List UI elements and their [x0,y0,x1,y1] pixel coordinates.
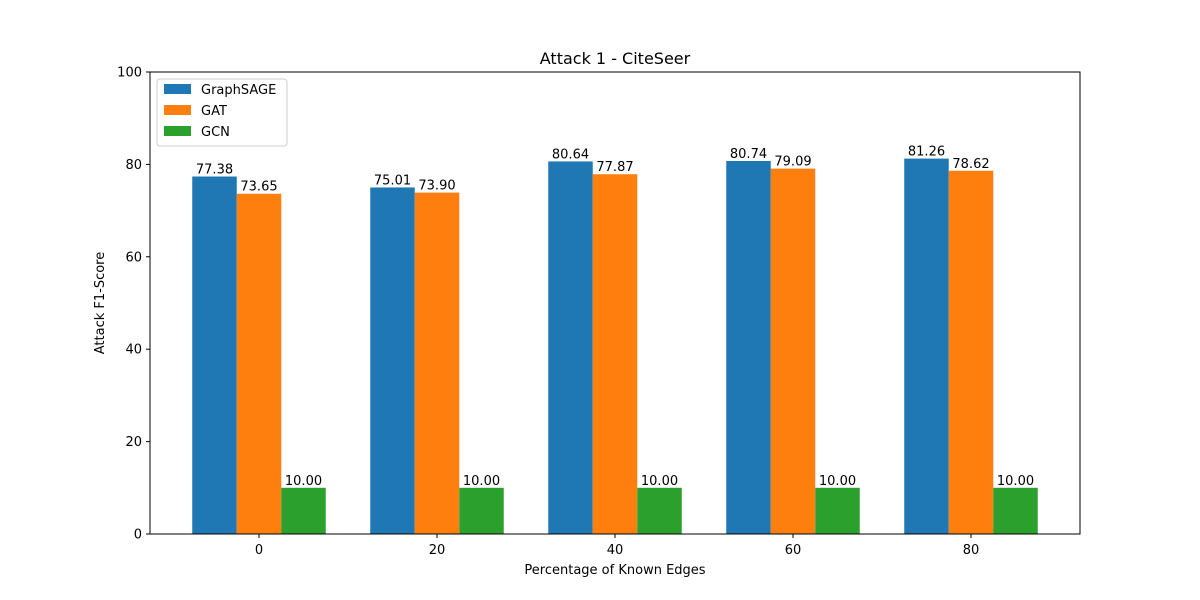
data-label-gcn-80: 10.00 [997,474,1034,489]
bar-gat-40 [592,174,638,534]
y-tick-label: 0 [134,528,142,543]
legend-swatch-gcn [164,126,191,136]
data-label-gat-0: 73.65 [240,180,277,195]
data-label-gat-60: 79.09 [774,155,811,170]
data-label-gcn-40: 10.00 [641,474,678,489]
data-label-graphsage-80: 81.26 [908,145,945,160]
legend: GraphSAGE GAT GCN [156,78,288,147]
bar-graphsage-0 [192,176,237,534]
x-axis-label: Percentage of Known Edges [524,563,705,578]
bar-graphsage-80 [904,158,949,534]
bar-graphsage-60 [726,160,771,534]
bar-gat-80 [948,170,994,534]
data-label-gcn-0: 10.00 [285,474,322,489]
data-label-graphsage-60: 80.74 [730,147,767,162]
data-label-graphsage-40: 80.64 [552,147,589,162]
bar-gat-0 [236,193,282,534]
bar-graphsage-20 [370,187,415,534]
data-label-gat-20: 73.90 [418,179,455,194]
data-label-gcn-20: 10.00 [463,474,500,489]
data-label-gat-40: 77.87 [596,160,633,175]
chart-title: Attack 1 - CiteSeer [540,49,691,68]
y-tick-label: 80 [125,158,142,173]
bar-gat-20 [414,192,460,534]
bar-gcn-80 [993,487,1038,534]
bar-gcn-0 [281,487,326,534]
bar-gat-60 [770,168,816,535]
bars-layer [192,158,1038,535]
y-axis-label: Attack F1-Score [93,252,108,354]
legend-swatch-gat [164,105,191,115]
bar-gcn-20 [459,487,504,534]
bar-gcn-40 [637,487,682,534]
y-tick-label: 20 [125,435,142,450]
bar-labels-layer: 77.38 75.01 80.64 80.74 81.26 73.65 73.90 77.87… [196,145,1034,489]
x-tick-label: 60 [785,543,802,558]
x-tick-label: 20 [429,543,446,558]
legend-label-gat: GAT [201,104,227,119]
x-tick-label: 40 [607,543,624,558]
legend-label-gcn: GCN [201,125,230,140]
bar-gcn-60 [815,487,860,534]
x-axis-ticks: 0 20 40 60 80 [255,534,979,558]
y-tick-label: 40 [125,343,142,358]
x-tick-label: 0 [255,543,263,558]
y-axis-ticks: 0 20 40 60 80 100 [117,66,150,543]
x-tick-label: 80 [963,543,980,558]
data-label-gcn-60: 10.00 [819,474,856,489]
data-label-gat-80: 78.62 [952,157,989,172]
y-tick-label: 100 [117,66,142,81]
legend-label-graphsage: GraphSAGE [201,83,276,98]
bar-graphsage-40 [548,161,593,534]
data-label-graphsage-20: 75.01 [374,173,411,188]
y-tick-label: 60 [125,250,142,265]
legend-swatch-graphsage [164,84,191,94]
data-label-graphsage-0: 77.38 [196,163,233,178]
